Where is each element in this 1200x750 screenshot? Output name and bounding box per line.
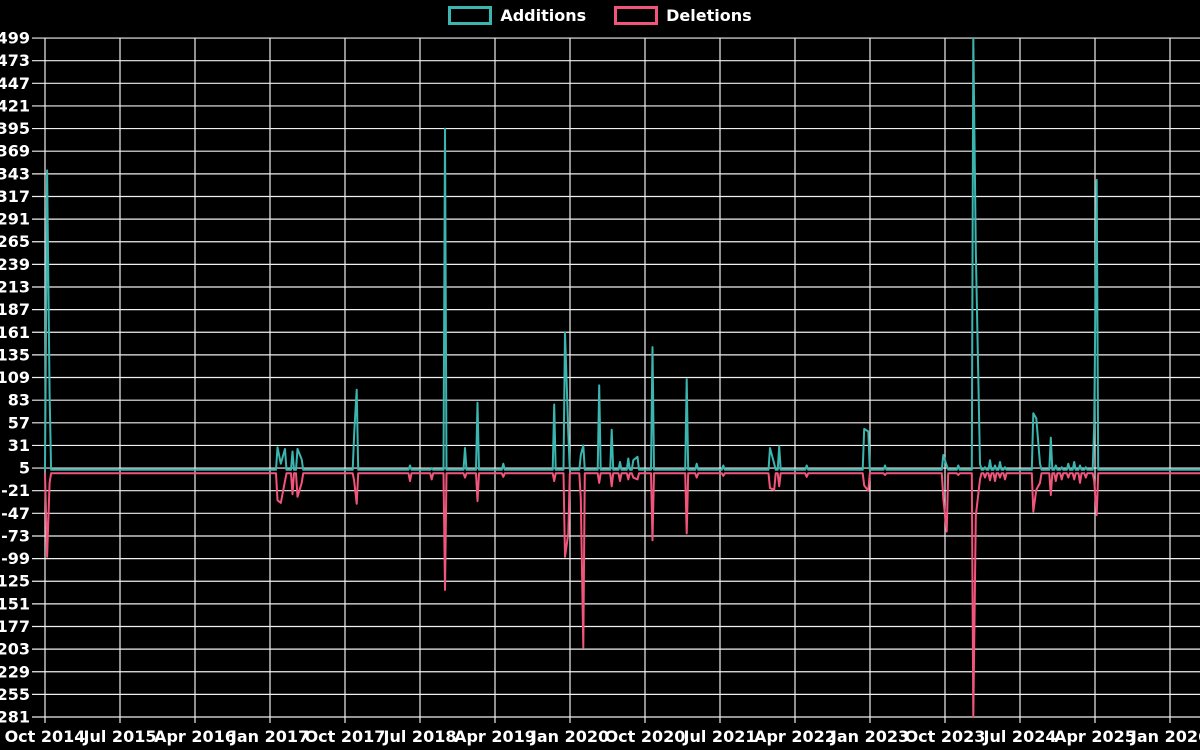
y-tick-label: 473 bbox=[0, 51, 30, 70]
x-tick-label: Jan 2023 bbox=[830, 727, 909, 746]
x-tick-label: Oct 2017 bbox=[305, 727, 386, 746]
y-tick-label: 499 bbox=[0, 29, 30, 48]
y-tick-label: -203 bbox=[0, 640, 30, 659]
y-tick-label: 109 bbox=[0, 368, 30, 387]
y-tick-label: -47 bbox=[1, 504, 30, 523]
x-tick-label: Jul 2024 bbox=[983, 727, 1057, 746]
y-tick-label: -21 bbox=[1, 481, 30, 500]
y-tick-label: 317 bbox=[0, 187, 30, 206]
y-tick-label: 343 bbox=[0, 164, 30, 183]
x-tick-label: Jan 2026 bbox=[1130, 727, 1200, 746]
x-tick-label: Jan 2020 bbox=[530, 727, 609, 746]
series-lines bbox=[44, 37, 1200, 718]
y-tick-label: -255 bbox=[0, 685, 30, 704]
y-tick-label: 447 bbox=[0, 74, 30, 93]
x-tick-label: Apr 2019 bbox=[454, 727, 536, 746]
chart-legend: Additions Deletions bbox=[0, 6, 1200, 25]
x-tick-label: Jul 2015 bbox=[83, 727, 157, 746]
legend-label-additions: Additions bbox=[500, 6, 587, 25]
y-tick-label: 213 bbox=[0, 278, 30, 297]
y-tick-label: 239 bbox=[0, 255, 30, 274]
x-tick-label: Jan 2017 bbox=[230, 727, 309, 746]
y-tick-label: 187 bbox=[0, 300, 30, 319]
y-tick-label: -229 bbox=[0, 662, 30, 681]
y-tick-label: -151 bbox=[0, 594, 30, 613]
y-tick-label: 369 bbox=[0, 142, 30, 161]
y-tick-label: 265 bbox=[0, 232, 30, 251]
x-tick-label: Apr 2025 bbox=[1054, 727, 1136, 746]
x-tick-label: Jul 2021 bbox=[683, 727, 757, 746]
y-tick-label: 395 bbox=[0, 119, 30, 138]
y-tick-label: -177 bbox=[0, 617, 30, 636]
x-tick-label: Apr 2016 bbox=[154, 727, 236, 746]
y-tick-label: 161 bbox=[0, 323, 30, 342]
deletions-swatch-icon bbox=[614, 6, 659, 25]
y-tick-label: 83 bbox=[8, 391, 30, 410]
legend-item-additions[interactable]: Additions bbox=[448, 6, 586, 25]
gridlines bbox=[32, 37, 1200, 724]
y-tick-label: -281 bbox=[0, 708, 30, 727]
legend-label-deletions: Deletions bbox=[666, 6, 752, 25]
y-tick-label: 57 bbox=[8, 413, 30, 432]
y-tick-label: 31 bbox=[8, 436, 30, 455]
x-tick-label: Jul 2018 bbox=[383, 727, 457, 746]
y-tick-label: 5 bbox=[19, 459, 30, 478]
x-tick-label: Oct 2014 bbox=[5, 727, 86, 746]
y-tick-label: 421 bbox=[0, 96, 30, 115]
y-tick-label: -125 bbox=[0, 572, 30, 591]
x-tick-label: Oct 2023 bbox=[905, 727, 986, 746]
legend-item-deletions[interactable]: Deletions bbox=[614, 6, 752, 25]
additions-line bbox=[44, 37, 1200, 471]
x-tick-label: Oct 2020 bbox=[605, 727, 686, 746]
y-tick-label: -73 bbox=[1, 526, 30, 545]
y-axis-labels: 499 473 447 421 395 369 343 317 291 265 239 213 187 1… bbox=[0, 29, 30, 727]
y-tick-label: 291 bbox=[0, 210, 30, 229]
y-tick-label: 135 bbox=[0, 345, 30, 364]
deletions-line bbox=[44, 472, 1200, 718]
additions-swatch-icon bbox=[448, 6, 493, 25]
y-tick-label: -99 bbox=[1, 549, 30, 568]
x-tick-label: Apr 2022 bbox=[754, 727, 836, 746]
